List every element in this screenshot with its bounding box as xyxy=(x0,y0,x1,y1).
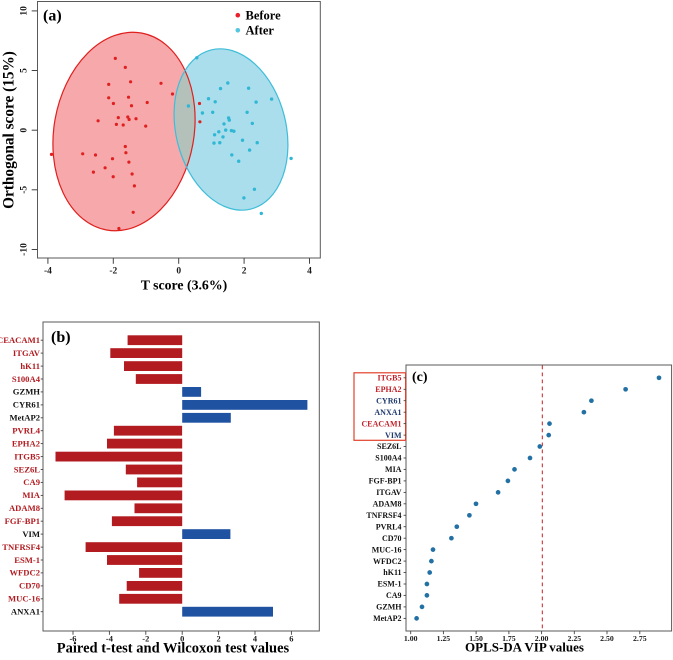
svg-text:1.50: 1.50 xyxy=(469,634,483,643)
svg-text:Paired t-test and Wilcoxon tes: Paired t-test and Wilcoxon test values xyxy=(57,640,290,655)
svg-text:-6: -6 xyxy=(70,635,77,644)
svg-text:GZMH: GZMH xyxy=(13,387,41,397)
svg-text:VIM: VIM xyxy=(22,529,40,539)
svg-text:Before: Before xyxy=(246,9,282,23)
svg-text:ESM-1: ESM-1 xyxy=(14,555,40,565)
svg-text:Orthogonal score (15%): Orthogonal score (15%) xyxy=(1,51,18,209)
svg-text:-4: -4 xyxy=(106,635,114,644)
svg-text:-2: -2 xyxy=(109,267,117,277)
svg-text:MetAP2: MetAP2 xyxy=(9,413,40,423)
svg-text:MIA: MIA xyxy=(385,465,402,474)
svg-text:hK11: hK11 xyxy=(20,361,40,371)
svg-text:WFDC2: WFDC2 xyxy=(373,557,401,566)
svg-text:TNFRSF4: TNFRSF4 xyxy=(2,542,40,552)
svg-text:ITGAV: ITGAV xyxy=(13,348,41,358)
svg-text:2.25: 2.25 xyxy=(567,634,581,643)
svg-text:ADAM8: ADAM8 xyxy=(9,503,41,513)
svg-text:-5: -5 xyxy=(20,186,30,194)
svg-text:-2: -2 xyxy=(142,635,149,644)
svg-text:PVRL4: PVRL4 xyxy=(376,522,402,531)
svg-text:5: 5 xyxy=(20,68,30,73)
svg-text:10: 10 xyxy=(20,6,30,16)
svg-text:0: 0 xyxy=(180,635,184,644)
svg-text:1.00: 1.00 xyxy=(404,634,418,643)
svg-text:CA9: CA9 xyxy=(386,591,402,600)
svg-text:(b): (b) xyxy=(51,329,71,346)
svg-text:PVRL4: PVRL4 xyxy=(12,426,40,436)
svg-text:ANXA1: ANXA1 xyxy=(374,408,401,417)
svg-text:GZMH: GZMH xyxy=(376,603,402,612)
svg-text:FGF-BP1: FGF-BP1 xyxy=(5,516,40,526)
svg-text:T score (3.6%): T score (3.6%) xyxy=(141,278,227,294)
svg-text:-10: -10 xyxy=(20,243,30,256)
svg-text:SEZ6L: SEZ6L xyxy=(14,464,41,474)
svg-text:CD70: CD70 xyxy=(19,581,40,591)
svg-text:TNFRSF4: TNFRSF4 xyxy=(366,511,401,520)
svg-text:WFDC2: WFDC2 xyxy=(9,568,40,578)
svg-text:0: 0 xyxy=(176,267,181,277)
svg-text:CYR61: CYR61 xyxy=(13,400,40,410)
svg-text:(c): (c) xyxy=(412,370,428,385)
svg-text:2.00: 2.00 xyxy=(535,634,549,643)
svg-text:2: 2 xyxy=(242,267,247,277)
svg-text:OPLS-DA VIP values: OPLS-DA VIP values xyxy=(465,640,584,655)
svg-text:2: 2 xyxy=(217,635,221,644)
svg-text:S100A4: S100A4 xyxy=(375,454,401,463)
svg-text:ANXA1: ANXA1 xyxy=(11,607,40,617)
svg-text:hK11: hK11 xyxy=(383,568,401,577)
svg-text:ITGB5: ITGB5 xyxy=(14,451,40,461)
svg-text:CEACAM1: CEACAM1 xyxy=(362,419,402,428)
svg-text:MUC-16: MUC-16 xyxy=(8,594,41,604)
svg-text:S100A4: S100A4 xyxy=(12,374,41,384)
svg-text:ADAM8: ADAM8 xyxy=(373,500,402,509)
svg-text:FGF-BP1: FGF-BP1 xyxy=(369,477,402,486)
svg-text:0: 0 xyxy=(20,128,30,133)
svg-text:CD70: CD70 xyxy=(382,534,402,543)
svg-text:4: 4 xyxy=(253,635,258,644)
svg-text:MetAP2: MetAP2 xyxy=(373,614,401,623)
svg-text:CA9: CA9 xyxy=(23,477,40,487)
svg-text:EPHA2: EPHA2 xyxy=(12,438,40,448)
svg-text:2.50: 2.50 xyxy=(600,634,614,643)
svg-text:1.75: 1.75 xyxy=(502,634,516,643)
svg-text:6: 6 xyxy=(289,635,293,644)
svg-text:VIM: VIM xyxy=(385,431,402,440)
svg-text:CYR61: CYR61 xyxy=(376,396,401,405)
svg-text:(a): (a) xyxy=(43,8,62,25)
svg-text:MUC-16: MUC-16 xyxy=(372,545,402,554)
svg-text:EPHA2: EPHA2 xyxy=(375,385,401,394)
svg-text:ITGB5: ITGB5 xyxy=(377,374,401,383)
svg-text:After: After xyxy=(246,24,275,38)
svg-text:ITGAV: ITGAV xyxy=(376,488,401,497)
svg-text:CEACAM1: CEACAM1 xyxy=(0,335,40,345)
svg-text:4: 4 xyxy=(307,267,312,277)
svg-text:SEZ6L: SEZ6L xyxy=(377,442,401,451)
svg-text:1.25: 1.25 xyxy=(437,634,451,643)
svg-text:2.75: 2.75 xyxy=(633,634,647,643)
svg-text:ESM-1: ESM-1 xyxy=(378,580,402,589)
svg-text:-4: -4 xyxy=(44,267,52,277)
svg-text:MIA: MIA xyxy=(22,490,40,500)
